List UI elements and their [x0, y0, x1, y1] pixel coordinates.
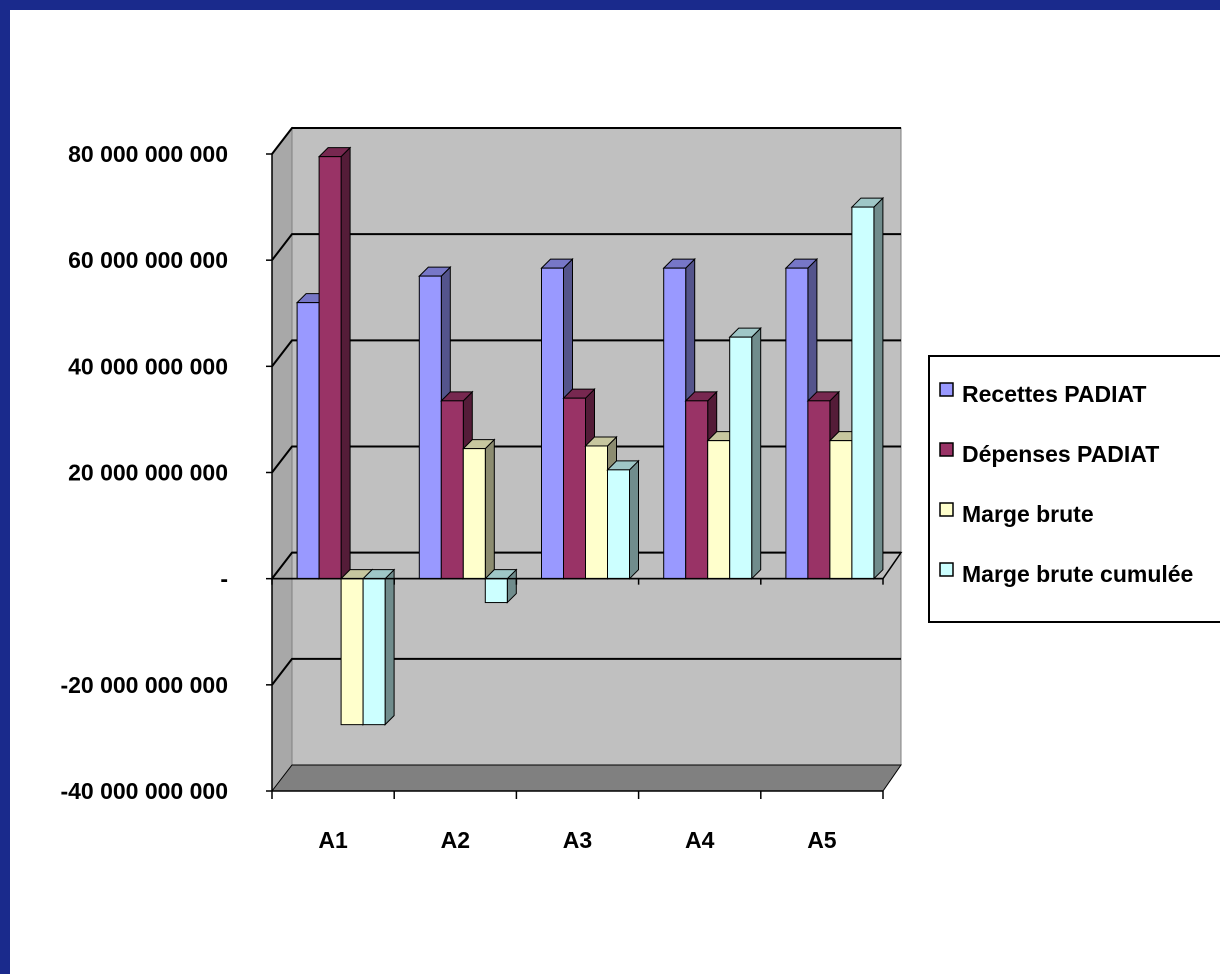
bar-front: [607, 469, 630, 580]
bar-front: [563, 397, 586, 580]
legend-swatch: [939, 442, 954, 457]
legend-swatch: [939, 562, 954, 577]
legend-swatch: [939, 502, 954, 517]
bar-side: [484, 438, 495, 580]
bar-front: [440, 400, 464, 580]
bar: [361, 568, 396, 726]
bar-side: [384, 568, 395, 726]
bar-front: [362, 578, 386, 726]
bar-side: [873, 196, 884, 580]
x-tick-label: A2: [441, 827, 470, 853]
bar: [462, 438, 496, 580]
legend-label: Marge brute cumulée: [962, 561, 1193, 587]
bar-front: [707, 440, 731, 580]
bar-front: [340, 578, 364, 726]
gridline: [271, 657, 901, 686]
x-tick-label: A5: [807, 827, 837, 853]
y-tick-label: -40 000 000 000: [60, 778, 228, 804]
legend-box: [928, 355, 1220, 623]
bar: [728, 326, 762, 580]
bar-front: [585, 445, 608, 580]
legend-swatch: [939, 382, 954, 397]
bar-front: [829, 440, 853, 580]
y-tick-label: -20 000 000 000: [60, 672, 228, 698]
bar-front: [807, 400, 831, 580]
chart-frame: 80 000 000 000 60 000 000 000 40 000 000 0…: [10, 10, 1220, 974]
x-tick-label: A4: [685, 827, 715, 853]
bar: [317, 146, 352, 580]
bar-side: [340, 146, 351, 580]
y-tick-label: -: [220, 566, 228, 592]
legend: Recettes PADIAT Dépenses PADIAT Marge brut…: [928, 355, 1220, 623]
plot-floor: [270, 764, 902, 792]
gridline: [271, 127, 901, 155]
bar-front: [785, 267, 809, 580]
y-tick-label: 20 000 000 000: [68, 460, 228, 486]
legend-label: Recettes PADIAT: [962, 381, 1146, 407]
x-tick-label: A1: [318, 827, 348, 853]
bar-front: [296, 302, 320, 580]
bar: [484, 568, 518, 604]
bar-front: [541, 267, 564, 580]
bar-front: [318, 156, 342, 580]
bar: [850, 196, 885, 580]
y-tick-label: 40 000 000 000: [68, 353, 228, 379]
bar-side: [751, 326, 762, 580]
gridline: [271, 339, 901, 367]
y-tick-label: 80 000 000 000: [68, 141, 228, 167]
bar: [606, 459, 640, 580]
x-tick-label: A3: [563, 827, 592, 853]
bar-front: [484, 578, 508, 604]
legend-label: Marge brute: [962, 501, 1094, 527]
bar-side: [629, 459, 639, 580]
legend-label: Dépenses PADIAT: [962, 441, 1159, 467]
bar-front: [729, 336, 753, 580]
bar-front: [685, 400, 709, 580]
bar-front: [418, 275, 442, 580]
bar-front: [462, 448, 486, 580]
chart: 80 000 000 000 60 000 000 000 40 000 000 0…: [60, 126, 1220, 853]
bar-front: [851, 206, 875, 580]
gridline: [271, 233, 901, 261]
bar-front: [663, 267, 687, 580]
y-tick-label: 60 000 000 000: [68, 247, 228, 273]
